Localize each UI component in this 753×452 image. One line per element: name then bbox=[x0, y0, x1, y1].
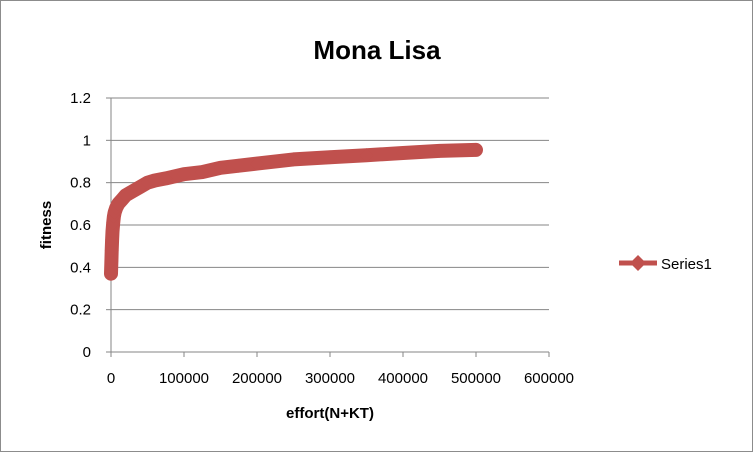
data-point bbox=[432, 143, 447, 158]
x-tick-label: 400000 bbox=[378, 370, 428, 387]
data-point bbox=[104, 266, 118, 281]
y-tick-label: 0.2 bbox=[70, 302, 91, 319]
data-point bbox=[323, 150, 337, 165]
data-point bbox=[147, 173, 162, 188]
data-point bbox=[105, 232, 120, 247]
y-tick-label: 1 bbox=[83, 132, 91, 149]
data-point bbox=[177, 167, 191, 182]
y-tick-labels: 0 0.2 0.4 0.6 0.8 1 1.2 bbox=[70, 90, 91, 361]
data-point bbox=[359, 148, 374, 163]
data-point bbox=[396, 146, 410, 161]
y-tick-label: 0.4 bbox=[70, 259, 91, 276]
series-layer bbox=[104, 142, 483, 281]
x-tick-label: 500000 bbox=[451, 370, 501, 387]
data-point bbox=[231, 158, 246, 173]
data-point bbox=[118, 188, 133, 203]
legend-series-marker bbox=[630, 255, 646, 271]
x-axis-title: effort(N+KT) bbox=[286, 405, 374, 422]
data-point bbox=[286, 152, 301, 167]
y-tick-label: 0.8 bbox=[70, 175, 91, 192]
x-tick-labels: 0 100000 200000 300000 400000 500000 600000 bbox=[107, 370, 574, 387]
y-tick-label: 0 bbox=[83, 344, 91, 361]
legend: Series1 bbox=[619, 255, 712, 273]
data-point bbox=[105, 224, 120, 239]
data-point bbox=[213, 160, 228, 175]
y-axis-title: fitness bbox=[38, 201, 55, 249]
x-tick-label: 100000 bbox=[159, 370, 209, 387]
x-tick-label: 200000 bbox=[232, 370, 282, 387]
x-tick-label: 0 bbox=[107, 370, 115, 387]
legend-series-label: Series1 bbox=[661, 256, 712, 273]
x-tick-label: 300000 bbox=[305, 370, 355, 387]
gridlines bbox=[111, 97, 549, 311]
chart-title: Mona Lisa bbox=[313, 35, 441, 65]
data-point bbox=[158, 171, 173, 186]
data-point bbox=[104, 253, 119, 268]
series-line bbox=[104, 142, 483, 281]
data-point bbox=[104, 243, 119, 258]
axes bbox=[106, 97, 550, 357]
y-tick-label: 0.6 bbox=[70, 217, 91, 234]
y-tick-label: 1.2 bbox=[70, 90, 91, 107]
data-point bbox=[469, 142, 483, 157]
data-point bbox=[250, 156, 264, 171]
data-point bbox=[195, 165, 210, 180]
x-tick-label: 600000 bbox=[524, 370, 574, 387]
